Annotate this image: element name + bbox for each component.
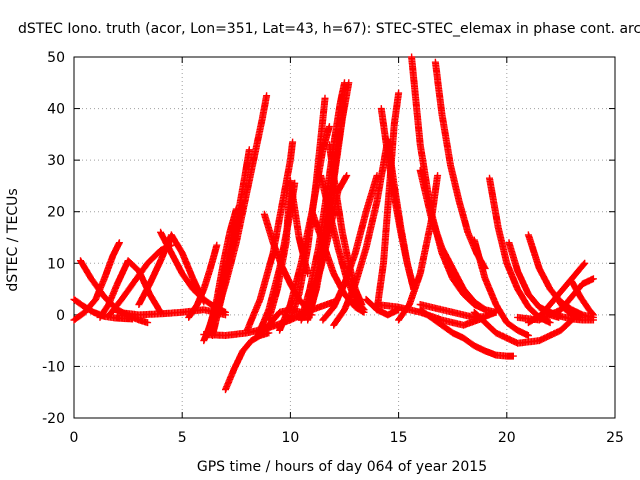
y-axis-label: dSTEC / TECUs	[5, 188, 21, 291]
series-42	[486, 174, 554, 327]
data-marks	[70, 53, 597, 394]
plot-frame	[73, 56, 616, 419]
series-8	[185, 241, 221, 321]
series-51	[568, 277, 597, 319]
series-13	[222, 329, 273, 394]
series-2-points	[70, 239, 123, 324]
series-42-points	[486, 174, 554, 327]
series-8-points	[185, 241, 221, 321]
y-tick-label: -20	[42, 411, 65, 427]
series-21-points	[286, 94, 329, 324]
series-50-points	[550, 290, 584, 321]
x-tick-label: 15	[390, 430, 408, 446]
series-31	[330, 136, 392, 329]
x-tick-label: 5	[178, 430, 187, 446]
series-40	[416, 306, 517, 360]
series-2	[70, 239, 123, 324]
series-46	[470, 308, 576, 347]
series-34-points	[384, 136, 418, 293]
series-46-points	[470, 308, 576, 347]
x-tick-label: 20	[498, 430, 516, 446]
y-tick-label: 40	[47, 102, 65, 118]
series-13-points	[222, 329, 273, 394]
series-18-points	[243, 138, 297, 334]
series-29	[319, 172, 381, 324]
x-tick-label: 0	[70, 430, 79, 446]
series-29-points	[319, 172, 381, 324]
series-31-points	[330, 136, 392, 329]
series-27-points	[317, 172, 368, 314]
x-tick-label: 25	[606, 430, 624, 446]
series-21	[286, 94, 329, 324]
y-tick-label: 20	[47, 205, 65, 221]
series-51-points	[568, 277, 597, 319]
y-tick-label: 50	[47, 50, 65, 66]
series-19-points	[254, 179, 299, 339]
series-12	[211, 92, 271, 324]
series-34	[384, 136, 418, 293]
series-43-points	[470, 236, 532, 339]
axis-ticks: 0 5 10 15 20 25 -20 -10 0 10 20 30 40 50	[42, 50, 624, 446]
x-tick-label: 10	[281, 430, 299, 446]
series-18	[243, 138, 297, 334]
y-tick-label: 10	[47, 256, 65, 272]
series-19	[254, 179, 299, 339]
chart-title: dSTEC Iono. truth (acor, Lon=351, Lat=43…	[18, 21, 640, 37]
series-50	[550, 290, 584, 321]
series-43	[470, 236, 532, 339]
y-tick-label: -10	[42, 359, 65, 375]
y-tick-label: 0	[56, 308, 65, 324]
series-12-points	[211, 92, 271, 324]
series-27	[317, 172, 368, 314]
x-axis-label: GPS time / hours of day 064 of year 2015	[197, 459, 487, 475]
series-40-points	[416, 306, 517, 360]
y-tick-label: 30	[47, 153, 65, 169]
